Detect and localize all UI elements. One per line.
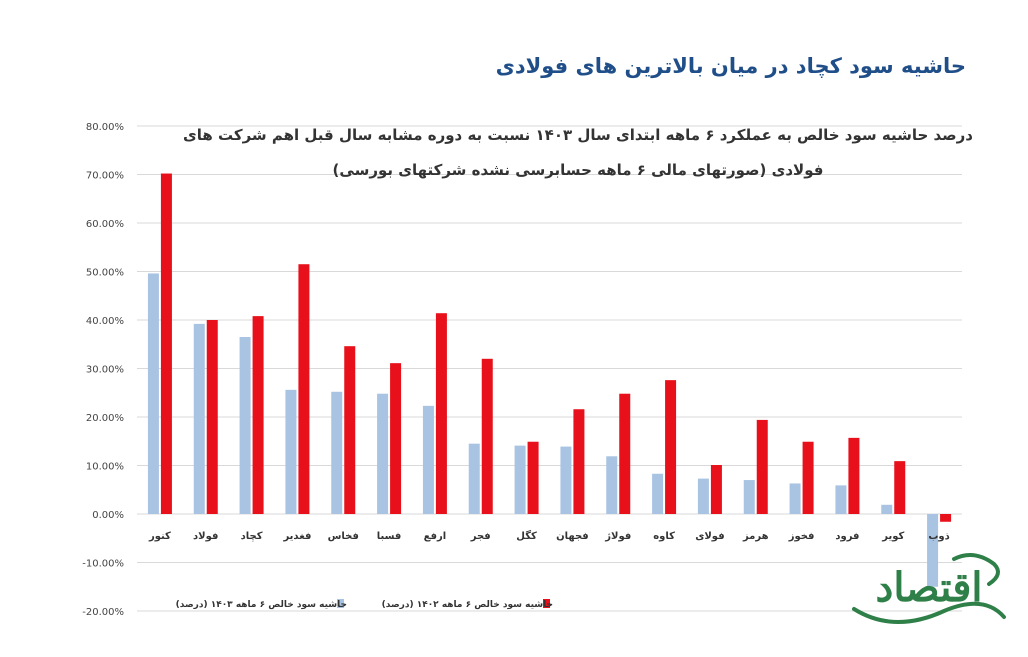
x-tick-label: ارفع [424, 531, 447, 542]
legend: حاشیه سود خالص ۶ ماهه ۱۴۰۳ (درصد) حاشیه … [176, 599, 553, 610]
bar-1402-16 [848, 437, 860, 514]
bar-1403-18 [927, 514, 939, 587]
bar-1403-1 [147, 273, 159, 514]
bar-1403-7 [422, 405, 434, 514]
y-tick-label: -20.00% [82, 607, 124, 618]
bar-1403-4 [285, 389, 297, 514]
bar-1403-3 [239, 336, 251, 514]
y-tick-label: 40.00% [86, 316, 124, 327]
bar-1402-9 [527, 441, 539, 514]
bar-1403-5 [331, 391, 343, 514]
bar-1403-14 [743, 480, 755, 514]
y-tick-label: 20.00% [86, 413, 124, 424]
bar-1403-16 [835, 485, 847, 514]
bar-1403-8 [468, 443, 480, 514]
x-tick-label: فغدیر [282, 531, 311, 542]
y-tick-label: 0.00% [92, 510, 124, 521]
bar-1403-13 [697, 478, 709, 514]
bar-1402-15 [802, 441, 814, 514]
bar-1402-12 [665, 380, 677, 514]
y-axis: 80.00% 70.00% 60.00% 50.00% 40.00% 30.00% 20.0… [82, 122, 124, 618]
bar-1403-11 [606, 456, 618, 514]
x-axis: کنور فولاد کچاد فغدیر فخاس فسبا ارفع فجر کگل فجها… [148, 529, 950, 542]
bar-1402-13 [710, 465, 722, 514]
bar-1402-6 [390, 363, 402, 514]
bar-1403-6 [377, 393, 389, 514]
legend-swatch-1403 [337, 599, 344, 608]
bar-1402-17 [894, 461, 906, 514]
x-tick-label: هرمز [742, 531, 769, 542]
bar-1403-17 [881, 504, 893, 514]
y-tick-label: -10.00% [82, 559, 124, 570]
x-tick-label: فولاد [193, 531, 218, 542]
bar-1403-2 [193, 323, 205, 514]
chart-title-line-2: فولادی (صورتهای مالی ۶ ماهه حسابرسی نشده… [333, 161, 824, 179]
x-tick-label: فسبا [377, 531, 402, 542]
logo-text: اقتصاد [876, 564, 983, 611]
legend-label-1403: حاشیه سود خالص ۶ ماهه ۱۴۰۳ (درصد) [176, 600, 347, 610]
bar-1402-14 [756, 419, 768, 514]
x-tick-label: فخاس [328, 531, 359, 542]
x-tick-label: فجر [470, 531, 491, 542]
x-tick-label: کاوه [653, 531, 675, 542]
bar-1402-7 [435, 313, 447, 514]
x-tick-label: فولای [695, 531, 724, 542]
chart-title-line-1: درصد حاشیه سود خالص به عملکرد ۶ ماهه ابت… [183, 126, 973, 144]
x-tick-label: کنور [148, 531, 171, 542]
bar-1402-18 [940, 514, 952, 522]
bar-1402-5 [344, 346, 356, 514]
bar-1402-2 [206, 320, 218, 514]
y-tick-label: 10.00% [86, 462, 124, 473]
bar-1402-11 [619, 393, 631, 514]
legend-label-1402: حاشیه سود خالص ۶ ماهه ۱۴۰۲ (درصد) [382, 600, 553, 610]
x-tick-label: فرود [835, 531, 859, 542]
grid-lines [137, 125, 962, 612]
bar-1403-10 [560, 446, 572, 514]
x-tick-label: کویر [881, 531, 904, 542]
x-tick-label: فولاژ [604, 531, 631, 542]
bar-1402-4 [298, 264, 310, 514]
x-tick-label: کچاد [241, 531, 263, 542]
y-tick-label: 70.00% [86, 171, 124, 182]
bar-1402-10 [573, 409, 585, 514]
x-tick-label: فخوز [788, 531, 815, 542]
y-tick-label: 30.00% [86, 365, 124, 376]
bar-1402-1 [160, 173, 172, 514]
bar-1403-9 [514, 445, 526, 514]
y-tick-label: 50.00% [86, 268, 124, 279]
y-tick-label: 60.00% [86, 219, 124, 230]
watermark-logo: اقتصاد [852, 553, 1006, 624]
x-tick-label: ذوب [928, 531, 949, 542]
legend-swatch-1402 [543, 599, 550, 608]
x-tick-label: کگل [516, 529, 537, 542]
bar-1402-3 [252, 316, 264, 514]
bar-1403-15 [789, 483, 801, 514]
page-title: حاشیه سود کچاد در میان بالاترین های فولا… [495, 54, 966, 78]
bar-1402-8 [481, 358, 493, 514]
x-tick-label: فجهان [556, 531, 589, 542]
bars [147, 173, 952, 587]
bar-1403-12 [652, 473, 664, 514]
y-tick-label: 80.00% [86, 122, 124, 133]
